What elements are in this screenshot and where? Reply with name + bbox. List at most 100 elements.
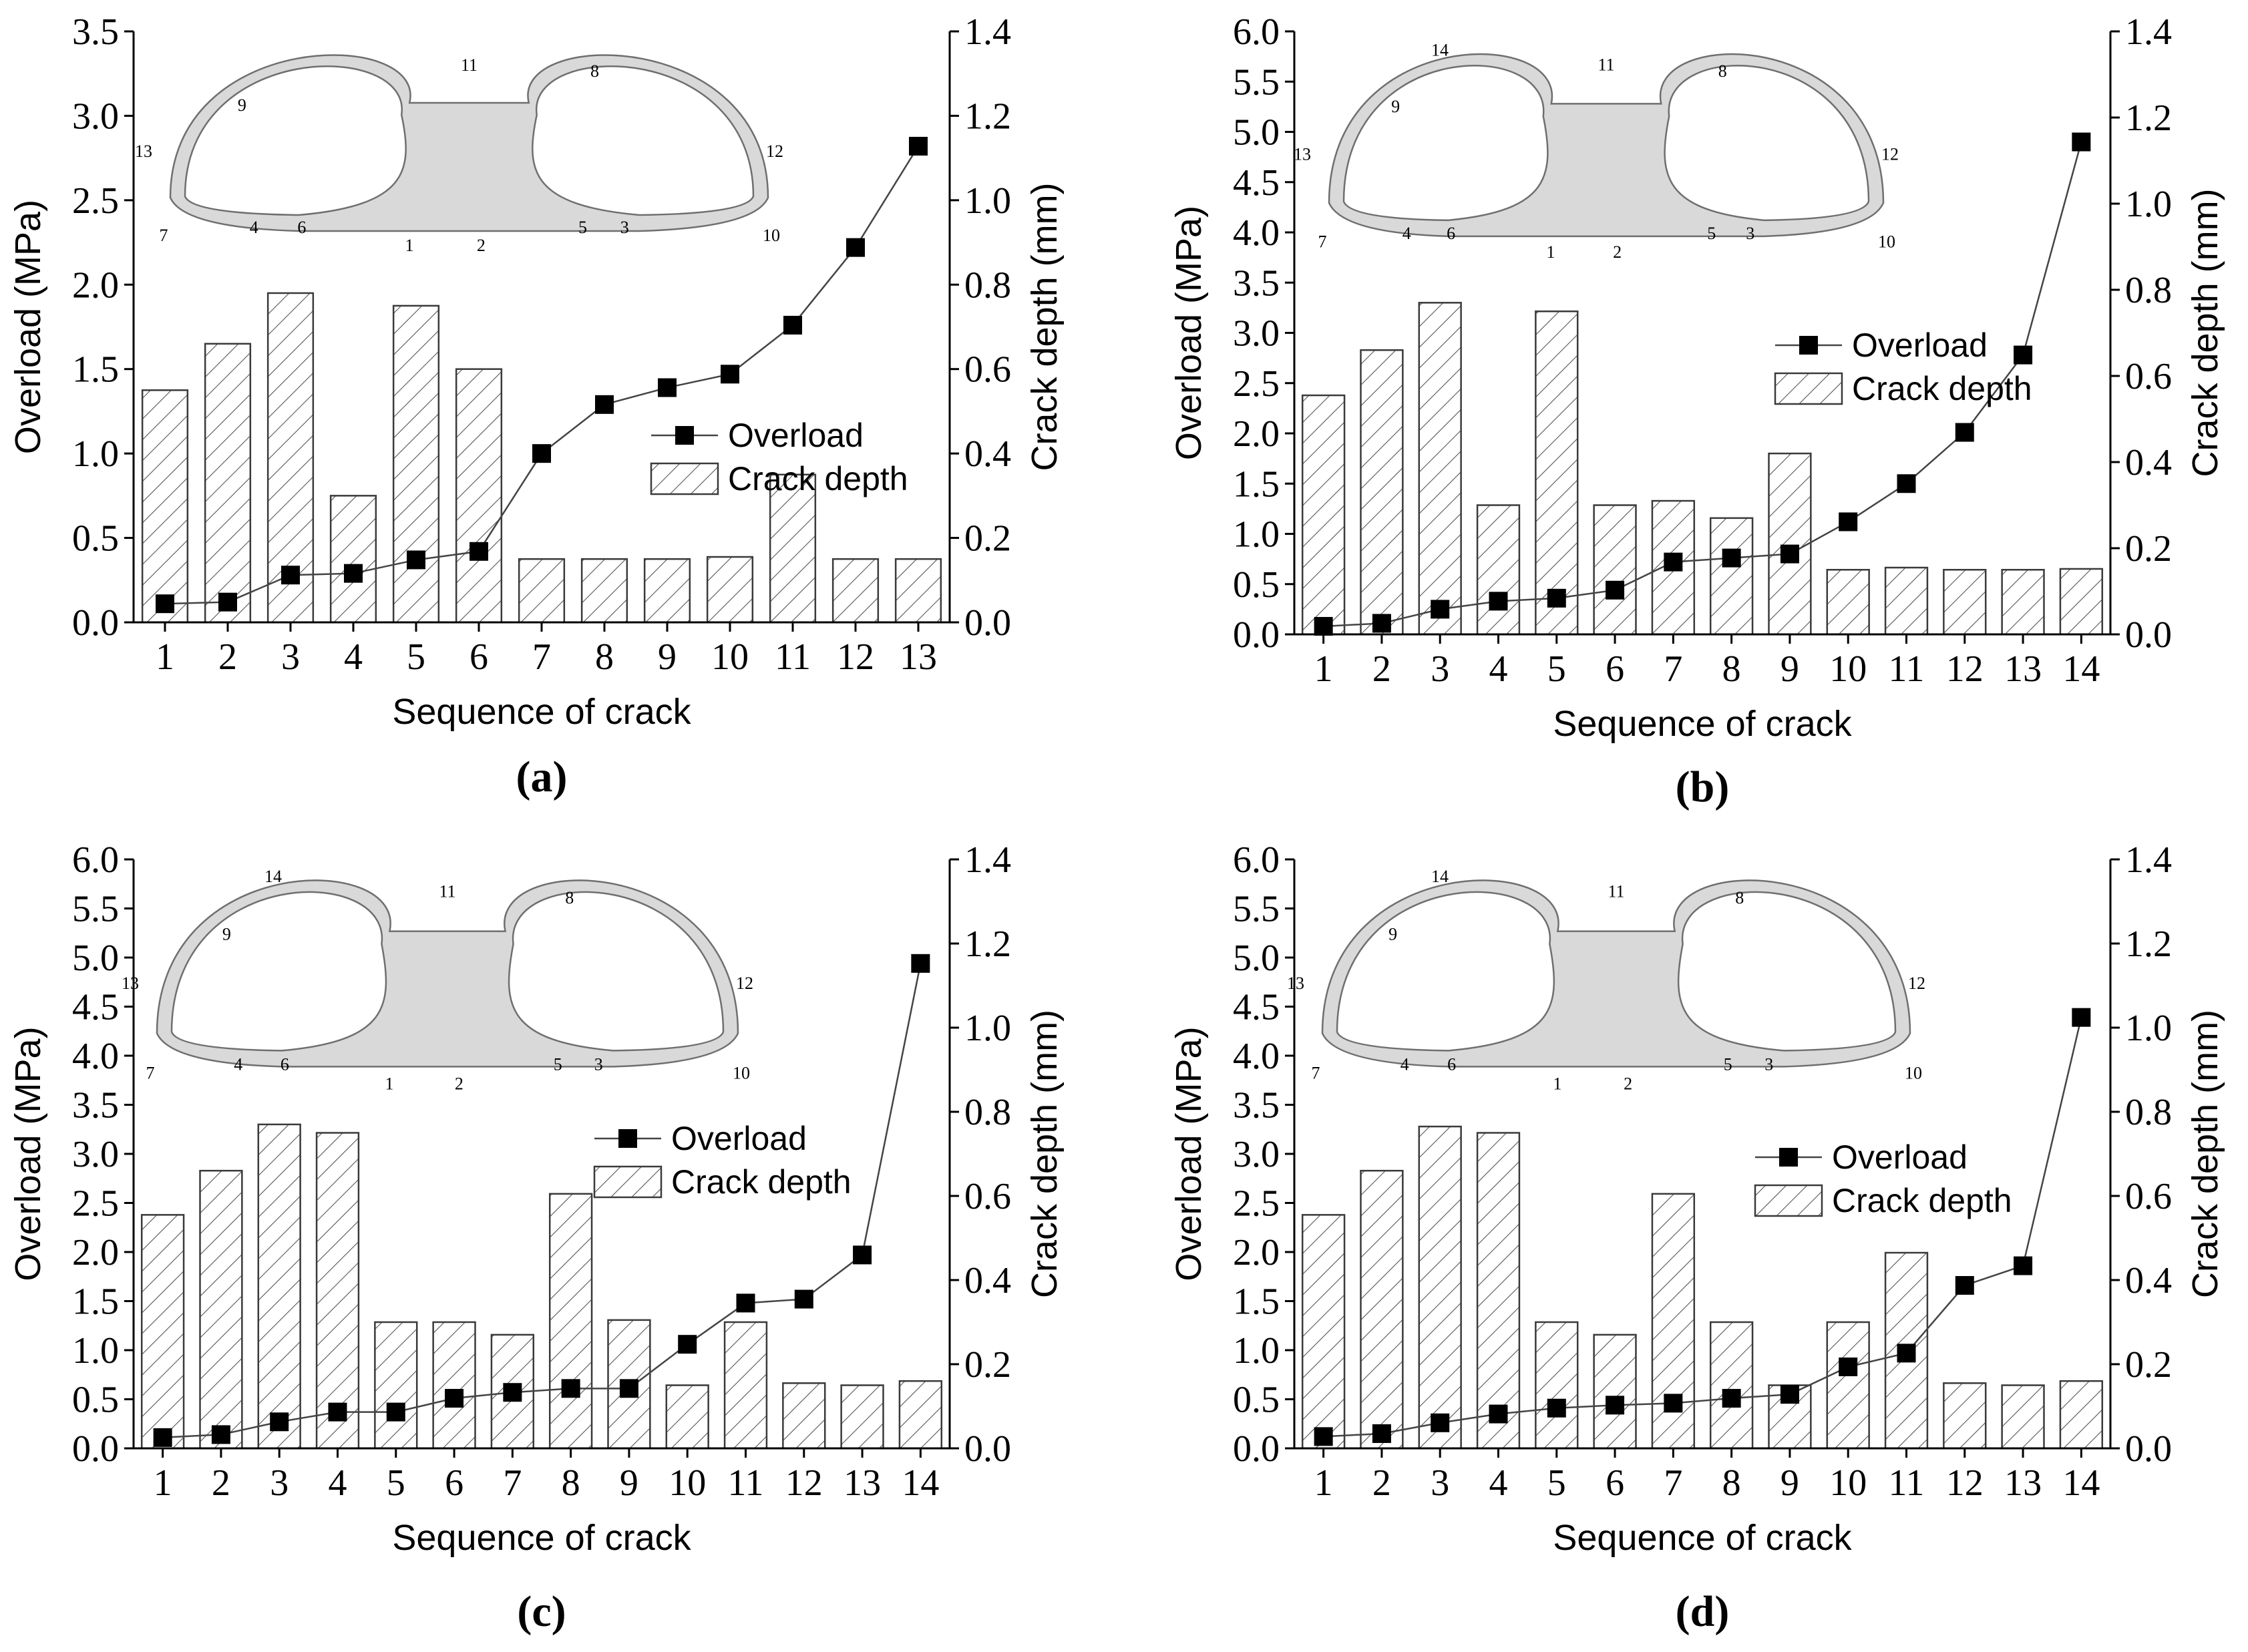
crack-depth-bar	[1535, 311, 1579, 636]
y-left-tick-label: 5.5	[1233, 889, 1280, 930]
overload-line	[1323, 142, 2082, 628]
tunnel-crack-label: 4	[1400, 1055, 1409, 1074]
x-tick-label: 8	[1722, 1462, 1741, 1504]
y-right-tick-label: 0.2	[964, 1344, 1011, 1386]
crack-depth-bar	[1943, 569, 1987, 636]
x-tick-label: 6	[1606, 1462, 1624, 1504]
y-left-tick-label: 0.5	[1233, 1380, 1280, 1421]
y-right-tick-label: 0.2	[2125, 1344, 2172, 1386]
overload-marker	[561, 1379, 580, 1398]
tunnel-right-bore	[508, 891, 725, 1052]
y-left-tick-label: 3.0	[1233, 1134, 1280, 1175]
tunnel-crack-label: 12	[1881, 145, 1899, 164]
y-left-tick-label: 4.5	[1233, 162, 1280, 204]
crack-depth-bar	[141, 389, 189, 624]
y-left-tick-label: 0.0	[1233, 614, 1280, 656]
legend-bar-sample	[593, 1165, 663, 1199]
overload-marker	[1897, 474, 1916, 493]
overload-marker	[328, 1402, 347, 1422]
tunnel-crack-label: 14	[264, 867, 282, 886]
x-tick-label: 8	[595, 636, 614, 678]
overload-marker	[445, 1389, 464, 1408]
x-tick-label: 9	[1781, 648, 1799, 690]
tunnel-crack-label: 5	[1707, 224, 1716, 243]
y-left-tick-label: 5.0	[72, 938, 119, 979]
x-tick-label: 7	[1664, 1462, 1682, 1504]
x-tick-label: 5	[387, 1462, 405, 1504]
tunnel-right-bore	[1677, 891, 1897, 1052]
overload-marker	[281, 566, 300, 585]
y-right-tick-label: 0.2	[964, 518, 1011, 560]
tunnel-crack-label: 2	[455, 1074, 463, 1093]
x-tick-label: 11	[775, 636, 811, 678]
tunnel-crack-label: 2	[1624, 1074, 1632, 1093]
overload-marker	[853, 1245, 872, 1265]
x-tick-label: 9	[620, 1462, 638, 1504]
x-tick-label: 12	[785, 1462, 823, 1504]
overload-marker	[1314, 616, 1333, 636]
tunnel-crack-label: 14	[1431, 41, 1449, 60]
tunnel-crack-label: 12	[766, 142, 783, 161]
x-tick-label: 13	[2004, 648, 2042, 690]
crack-depth-bar	[2001, 569, 2045, 636]
overload-marker	[1955, 1275, 1974, 1295]
overload-marker	[794, 1289, 813, 1309]
y-right-tick-label: 0.6	[964, 1176, 1011, 1217]
panel-label: (c)	[517, 1587, 566, 1636]
y-right-tick-label: 1.0	[964, 1008, 1011, 1049]
tunnel-crack-label: 11	[439, 881, 455, 901]
y-left-tick-label: 1.5	[72, 349, 119, 391]
y-left-tick-label: 1.0	[1233, 1330, 1280, 1372]
crack-depth-bar	[2001, 1384, 2045, 1450]
overload-marker	[344, 564, 363, 583]
y-left-tick-label: 5.0	[1233, 938, 1280, 979]
x-tick-label: 6	[470, 636, 488, 678]
overload-marker	[678, 1335, 697, 1354]
overload-marker	[1489, 1404, 1508, 1424]
y-right-tick-label: 0.8	[2125, 1092, 2172, 1133]
tunnel-crack-label: 1	[1547, 242, 1555, 262]
crack-depth-bar	[1360, 1169, 1404, 1450]
tunnel-crack-label: 7	[1312, 1063, 1320, 1082]
legend-marker-sample	[1779, 1148, 1798, 1167]
y-left-tick-label: 1.5	[1233, 463, 1280, 505]
legend-overload-label: Overload	[1852, 327, 1988, 364]
x-tick-label: 14	[2062, 648, 2100, 690]
chart-panel-b: 1 234 5678910111213140.00.51.01.52.02.53.0…	[1169, 11, 2225, 811]
tunnel-crack-label: 5	[554, 1055, 562, 1074]
chart-panel-d: 1 234 5678910111213140.00.51.01.52.02.53.0…	[1169, 839, 2225, 1636]
y-right-tick-label: 1.2	[2125, 923, 2172, 965]
y-right-tick-label: 1.4	[2125, 11, 2172, 53]
legend-crack-depth-label: Crack depth	[1832, 1182, 2012, 1219]
x-tick-label: 5	[1547, 1462, 1566, 1504]
tunnel-right-bore	[532, 65, 755, 216]
y-left-tick-label: 4.0	[1233, 212, 1280, 254]
tunnel-crack-label: 1	[385, 1074, 394, 1093]
chart-panel-c: 1 234 5678910111213140.00.51.01.52.02.53.0…	[8, 839, 1065, 1636]
x-tick-label: 6	[1606, 648, 1624, 690]
tunnel-crack-label: 14	[1431, 867, 1449, 886]
tunnel-crack-label: 10	[733, 1063, 750, 1082]
x-tick-label: 5	[407, 636, 425, 678]
crack-depth-bar	[665, 1384, 709, 1450]
tunnel-crack-label: 13	[1287, 974, 1304, 993]
tunnel-crack-label: 8	[1718, 61, 1727, 81]
overload-marker	[1664, 552, 1683, 572]
legend-marker-sample	[618, 1129, 637, 1148]
y-left-tick-label: 0.0	[72, 602, 119, 644]
crack-depth-bar	[1535, 1321, 1579, 1450]
overload-marker	[218, 592, 237, 612]
overload-marker	[156, 594, 174, 614]
legend-crack-depth-label: Crack depth	[671, 1163, 852, 1201]
crack-depth-bar	[1476, 504, 1521, 636]
tunnel-crack-label: 10	[1905, 1063, 1922, 1082]
y-left-tick-label: 3.5	[72, 1085, 119, 1126]
overload-line	[1323, 1017, 2082, 1438]
crack-depth-bar	[840, 1384, 884, 1450]
y-left-tick-label: 2.0	[1233, 413, 1280, 455]
legend-marker-sample	[1799, 336, 1818, 355]
crack-depth-bar	[1826, 1321, 1870, 1450]
x-tick-label: 8	[1722, 648, 1741, 690]
x-tick-label: 1	[154, 1462, 172, 1504]
